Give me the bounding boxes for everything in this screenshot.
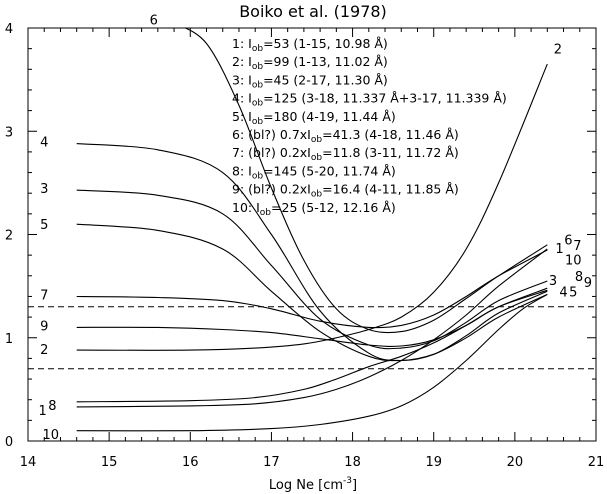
series-label: 10 [565,253,582,268]
x-tick-label: 20 [507,455,524,470]
series-label: 6 [564,234,572,249]
series-label: 9 [40,319,48,334]
series-label: 5 [40,218,48,233]
series-label: 2 [554,43,562,58]
series-label: 4 [40,136,48,151]
series-label: 6 [150,14,158,29]
legend-entry: 2: Iob=99 (1-13, 11.02 Å) [232,54,388,72]
x-tick-label: 18 [344,455,361,470]
y-tick-label: 1 [5,332,13,347]
y-tick-label: 3 [5,125,13,140]
x-tick-label: 19 [425,455,442,470]
series-label: 4 [559,285,567,300]
chart-title: Boiko et al. (1978) [239,2,387,21]
legend-entry: 8: Iob=145 (5-20, 11.74 Å) [232,163,396,181]
legend: 1: Iob=53 (1-15, 10.98 Å)2: Iob=99 (1-13… [232,36,507,218]
series-line-4 [76,143,548,362]
data-series [76,28,548,432]
series-label: 2 [40,343,48,358]
legend-entry: 3: Iob=45 (2-17, 11.30 Å) [232,72,388,90]
legend-entry: 7: (bl?) 0.2xIob=11.8 (3-11, 11.72 Å) [232,145,459,163]
legend-entry: 1: Iob=53 (1-15, 10.98 Å) [232,36,388,54]
series-label: 7 [40,288,48,303]
x-tick-label: 17 [263,455,280,470]
series-line-1 [76,248,548,408]
legend-entry: 5: Iob=180 (4-19, 11.44 Å) [232,109,396,127]
y-tick-label: 0 [5,435,13,450]
series-label: 8 [575,270,583,285]
legend-entry: 6: (bl?) 0.7xIob=41.3 (4-18, 11.46 Å) [232,127,459,145]
series-label: 10 [42,428,59,443]
series-label: 7 [573,239,581,254]
legend-entry: 4: Iob=125 (3-18, 11.337 Å+3-17, 11.339 … [232,91,507,109]
series-line-10 [76,293,548,432]
series-label: 3 [549,274,557,289]
x-tick-label: 21 [588,455,605,470]
series-line-7 [76,249,548,329]
series-line-9 [76,289,548,347]
series-line-6 [184,28,548,334]
x-tick-label: 16 [182,455,199,470]
y-tick-label: 2 [5,229,13,244]
legend-entry: 9: (bl?) 0.2xIob=16.4 (4-11, 11.85 Å) [232,182,459,200]
series-label: 3 [40,182,48,197]
x-axis-label: Log Ne [cm-3] [269,476,357,493]
series-label: 8 [48,399,56,414]
x-tick-label: 14 [20,455,37,470]
series-label: 9 [584,276,592,291]
series-label: 5 [569,285,577,300]
series-line-3 [76,189,548,350]
y-tick-label: 4 [5,22,13,37]
series-label: 1 [555,242,563,257]
series-line-5 [76,223,548,362]
x-tick-label: 15 [101,455,118,470]
legend-entry: 10: Iob=25 (5-12, 12.16 Å) [232,200,396,218]
series-label: 1 [38,404,46,419]
reference-lines [28,306,596,370]
